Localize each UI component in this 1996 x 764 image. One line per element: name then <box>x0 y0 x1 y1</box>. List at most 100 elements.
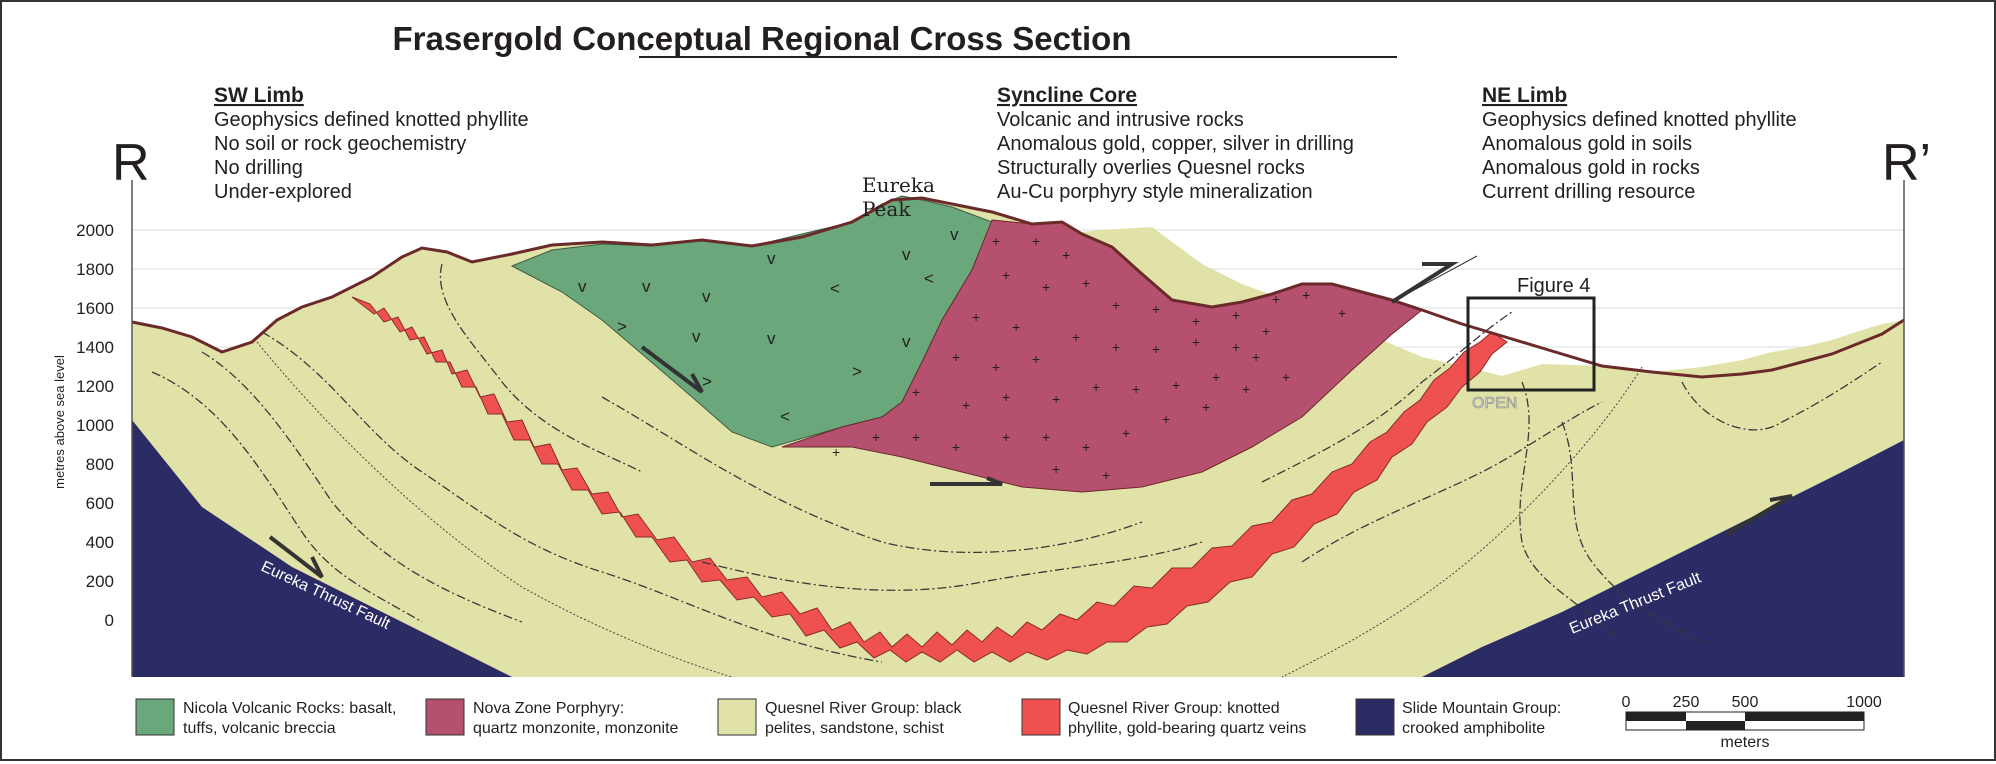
svg-text:+: + <box>1272 291 1280 307</box>
ne-limb-heading: NE Limb <box>1482 84 1567 107</box>
peak-label-line-2: Peak <box>862 197 911 221</box>
sw-limb-line: Geophysics defined knotted phyllite <box>214 109 529 131</box>
fault-motion-arrows <box>268 262 1794 579</box>
section-end-right: R’ <box>1882 134 1931 192</box>
sw-limb-annotation: SW Limb Geophysics defined knotted phyll… <box>214 84 529 203</box>
volcanic-symbols: v > v v v v < < v v > > < v v <box>578 225 959 426</box>
svg-text:<: < <box>830 279 840 298</box>
slide-mountain-group-left <box>132 420 512 677</box>
y-tick: 2000 <box>76 221 114 240</box>
svg-text:+: + <box>1002 429 1010 445</box>
y-axis-label: metres above sea level <box>52 355 67 489</box>
fault-splay-line <box>1391 255 1478 303</box>
legend-item-slide-mountain: Slide Mountain Group: crooked amphibolit… <box>1355 698 1561 737</box>
sw-limb-heading: SW Limb <box>214 84 304 107</box>
svg-text:+: + <box>1262 323 1270 339</box>
svg-text:+: + <box>1202 399 1210 415</box>
syncline-core-line: Volcanic and intrusive rocks <box>997 109 1244 131</box>
svg-text:+: + <box>1012 319 1020 335</box>
svg-text:+: + <box>1282 369 1290 385</box>
slide-mountain-group-right <box>1422 440 1904 677</box>
svg-text:Nicola Volcanic Rocks: basalt,: Nicola Volcanic Rocks: basalt, <box>183 700 396 717</box>
svg-text:+: + <box>1042 279 1050 295</box>
svg-text:+: + <box>1072 329 1080 345</box>
figure-4-label: Figure 4 <box>1517 275 1590 297</box>
svg-text:+: + <box>972 309 980 325</box>
legend-item-quesnel-pelites: Quesnel River Group: black pelites, sand… <box>717 698 963 737</box>
svg-text:+: + <box>1172 377 1180 393</box>
svg-text:+: + <box>1082 275 1090 291</box>
svg-text:+: + <box>962 397 970 413</box>
svg-text:tuffs, volcanic breccia: tuffs, volcanic breccia <box>183 720 336 737</box>
y-tick: 1400 <box>76 338 114 357</box>
svg-text:>: > <box>617 317 627 336</box>
svg-text:+: + <box>1092 379 1100 395</box>
svg-text:+: + <box>1152 301 1160 317</box>
sw-limb-line: Under-explored <box>214 181 352 203</box>
scale-label: 500 <box>1732 694 1759 711</box>
svg-text:+: + <box>1302 287 1310 303</box>
ne-limb-line: Geophysics defined knotted phyllite <box>1482 109 1797 131</box>
y-tick: 600 <box>86 494 114 513</box>
syncline-core-line: Anomalous gold, copper, silver in drilli… <box>997 133 1354 155</box>
ne-limb-line: Anomalous gold in rocks <box>1482 157 1700 179</box>
svg-text:+: + <box>1122 425 1130 441</box>
svg-text:v: v <box>702 287 711 306</box>
y-tick: 1800 <box>76 260 114 279</box>
svg-text:v: v <box>578 277 587 296</box>
svg-text:+: + <box>1192 334 1200 350</box>
svg-text:+: + <box>1002 389 1010 405</box>
svg-text:+: + <box>1232 339 1240 355</box>
figure-4-box <box>1466 296 1596 392</box>
svg-text:+: + <box>1132 381 1140 397</box>
svg-text:+: + <box>1102 467 1110 483</box>
svg-text:pelites, sandstone, schist: pelites, sandstone, schist <box>765 720 944 737</box>
legend: Nicola Volcanic Rocks: basalt, tuffs, vo… <box>135 698 1561 737</box>
svg-text:<: < <box>780 407 790 426</box>
y-axis-ticks: 2000 1800 1600 1400 1200 1000 800 600 40… <box>76 221 114 630</box>
svg-text:+: + <box>1192 313 1200 329</box>
scale-bar: 0 250 500 1000 meters <box>1622 694 1882 751</box>
section-end-left: R <box>112 134 150 192</box>
svg-text:+: + <box>992 233 1000 249</box>
svg-text:v: v <box>692 327 701 346</box>
svg-text:phyllite, gold-bearing quartz: phyllite, gold-bearing quartz veins <box>1068 720 1306 737</box>
svg-text:+: + <box>1052 461 1060 477</box>
topography-surface <box>131 196 1905 379</box>
sw-limb-line: No soil or rock geochemistry <box>214 133 466 155</box>
syncline-core-annotation: Syncline Core Volcanic and intrusive roc… <box>997 84 1354 203</box>
ne-limb-line: Anomalous gold in soils <box>1482 133 1692 155</box>
svg-text:v: v <box>767 329 776 348</box>
minor-faults <box>256 341 1643 678</box>
svg-text:+: + <box>1112 339 1120 355</box>
svg-text:+: + <box>1338 305 1346 321</box>
svg-text:+: + <box>1152 341 1160 357</box>
syncline-core-line: Structurally overlies Quesnel rocks <box>997 157 1305 179</box>
svg-text:+: + <box>952 439 960 455</box>
svg-text:+: + <box>872 429 880 445</box>
svg-text:v: v <box>767 249 776 268</box>
svg-text:v: v <box>902 332 911 351</box>
syncline-core-line: Au-Cu porphyry style mineralization <box>997 181 1313 203</box>
svg-text:+: + <box>1252 349 1260 365</box>
svg-text:+: + <box>1002 267 1010 283</box>
svg-text:+: + <box>1042 429 1050 445</box>
scale-label: 250 <box>1673 694 1700 711</box>
scale-unit: meters <box>1721 734 1770 751</box>
svg-text:+: + <box>912 384 920 400</box>
svg-text:+: + <box>832 444 840 460</box>
ne-limb-annotation: NE Limb Geophysics defined knotted phyll… <box>1482 84 1797 203</box>
svg-text:+: + <box>1232 307 1240 323</box>
svg-text:+: + <box>912 429 920 445</box>
svg-text:Slide Mountain Group:: Slide Mountain Group: <box>1402 700 1561 717</box>
svg-text:quartz monzonite, monzonite: quartz monzonite, monzonite <box>473 720 679 737</box>
svg-text:v: v <box>902 245 911 264</box>
svg-text:+: + <box>1032 233 1040 249</box>
svg-text:>: > <box>852 362 862 381</box>
svg-text:v: v <box>950 225 959 244</box>
svg-text:crooked amphibolite: crooked amphibolite <box>1402 720 1545 737</box>
svg-text:+: + <box>1112 297 1120 313</box>
syncline-core-heading: Syncline Core <box>997 84 1137 107</box>
